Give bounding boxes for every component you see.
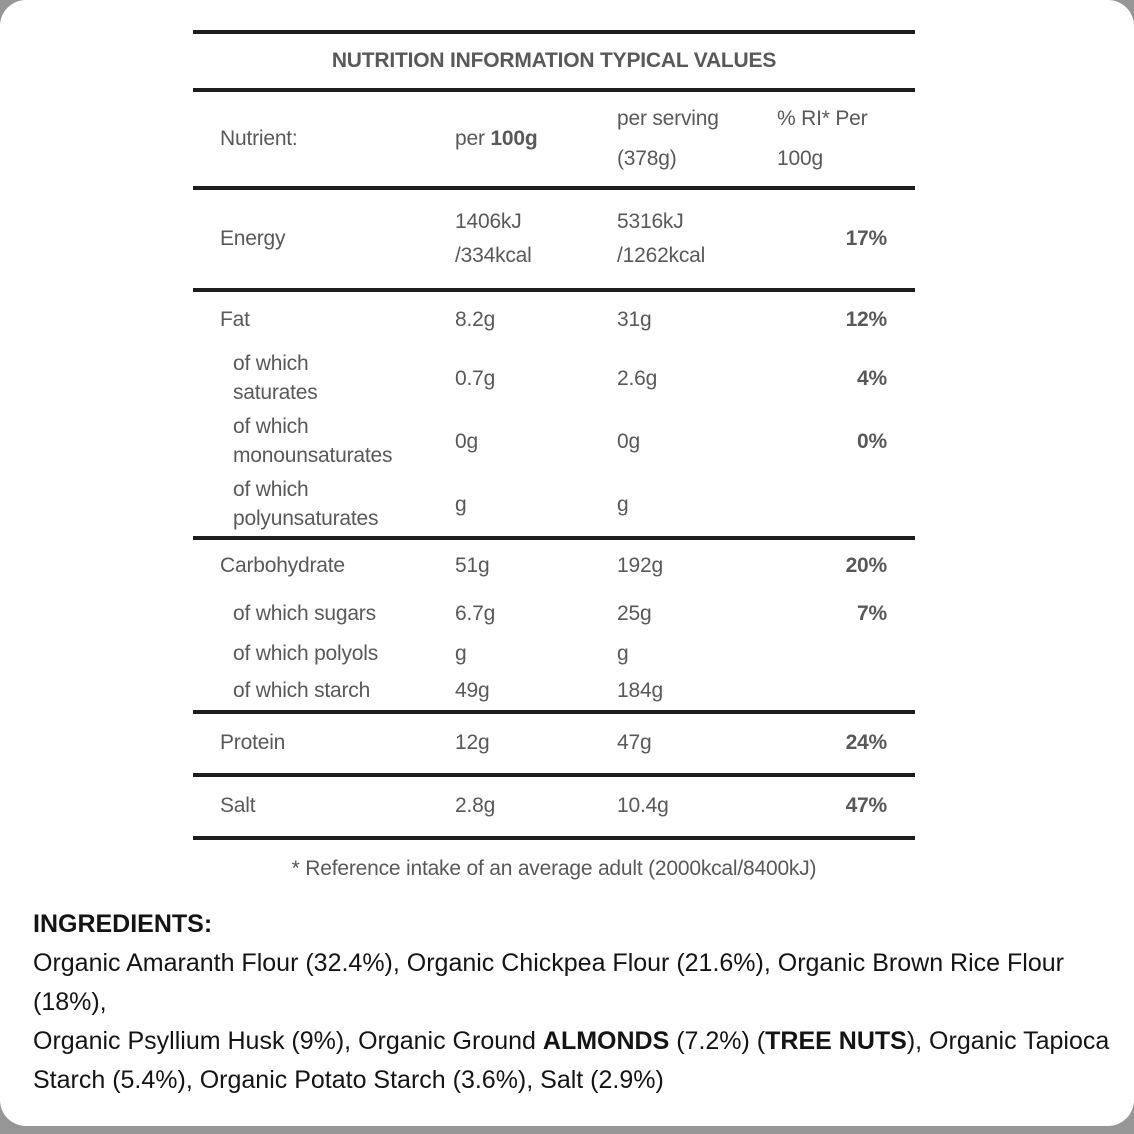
- nutrient-label: of which saturates: [233, 352, 318, 404]
- reference-intake-footnote: * Reference intake of an average adult (…: [291, 856, 817, 880]
- nutrient-label: of which monounsaturates: [233, 415, 393, 467]
- header-per-100g-bold: 100g: [490, 126, 538, 150]
- per-100g-value: 51g: [455, 553, 490, 577]
- header-nutrient: Nutrient:: [220, 126, 298, 150]
- per-100g-value: 0.7g: [455, 366, 496, 390]
- per-serving-value: 192g: [617, 553, 663, 577]
- per-100g-value: g: [455, 492, 467, 516]
- header-per-serving: per serving (378g): [617, 107, 719, 170]
- ri-percent-value: 20%: [845, 553, 888, 577]
- per-serving-value: 10.4g: [617, 794, 669, 818]
- nutrient-label: Protein: [220, 731, 286, 755]
- table-row-polyunsaturates: of which polyunsaturates g g: [193, 474, 915, 536]
- table-row-fat: Fat 8.2g 31g 12%: [193, 292, 915, 348]
- ri-percent-value: 47%: [845, 794, 888, 818]
- divider: [193, 836, 915, 840]
- nutrient-label: Salt: [220, 794, 256, 818]
- per-100g-value: 12g: [455, 731, 490, 755]
- ri-percent-value: 24%: [845, 731, 888, 755]
- allergen-almonds: ALMONDS: [542, 1027, 670, 1055]
- per-100g-value: 0g: [455, 429, 478, 453]
- divider: [193, 288, 915, 292]
- per-serving-value: 5316kJ /1262kcal: [617, 210, 706, 267]
- divider: [193, 773, 915, 777]
- per-serving-value: 25g: [617, 601, 652, 625]
- table-title: NUTRITION INFORMATION TYPICAL VALUES: [331, 48, 777, 72]
- nutrient-label: Carbohydrate: [220, 553, 345, 577]
- nutrient-label: of which starch: [233, 678, 371, 702]
- per-100g-value: 6.7g: [455, 601, 496, 625]
- table-row-monounsaturates: of which monounsaturates 0g 0g 0%: [193, 410, 915, 474]
- ri-percent-value: 12%: [845, 307, 888, 331]
- nutrient-label: of which sugars: [233, 601, 376, 625]
- table-row-sugars: of which sugars 6.7g 25g 7%: [193, 592, 915, 636]
- ingredients-section: INGREDIENTS: Organic Amaranth Flour (32.…: [33, 905, 1118, 1100]
- nutrient-label: of which polyunsaturates: [233, 478, 379, 530]
- per-100g-value: 1406kJ /334kcal: [455, 210, 532, 267]
- per-100g-value: 49g: [455, 678, 490, 702]
- per-serving-value: 2.6g: [617, 366, 658, 390]
- table-header-row: Nutrient: per 100g per serving (378g) % …: [193, 92, 915, 186]
- per-serving-value: g: [617, 641, 629, 665]
- table-row-saturates: of which saturates 0.7g 2.6g 4%: [193, 348, 915, 410]
- header-per-100g: per 100g: [455, 126, 617, 152]
- ingredients-part3: ), Organic Tapioca Starch (5.4%), Organi…: [33, 1027, 1110, 1094]
- per-serving-value: g: [617, 492, 629, 516]
- nutrient-label: Fat: [220, 307, 250, 331]
- per-100g-value: 8.2g: [455, 307, 496, 331]
- allergen-tree-nuts: TREE NUTS: [765, 1027, 907, 1055]
- divider: [193, 536, 915, 540]
- per-100g-value: g: [455, 641, 467, 665]
- per-serving-value: 0g: [617, 429, 640, 453]
- divider: [193, 30, 915, 34]
- table-row-polyols: of which polyols g g: [193, 636, 915, 672]
- nutrition-table: NUTRITION INFORMATION TYPICAL VALUES Nut…: [193, 30, 915, 898]
- table-row-salt: Salt 2.8g 10.4g 47%: [193, 777, 915, 836]
- per-serving-value: 47g: [617, 731, 652, 755]
- per-serving-value: 31g: [617, 307, 652, 331]
- ri-percent-value: 17%: [845, 226, 888, 250]
- ingredients-part1: Organic Amaranth Flour (32.4%), Organic …: [33, 949, 1064, 1055]
- divider: [193, 88, 915, 92]
- nutrient-label: Energy: [220, 226, 286, 250]
- nutrient-label: of which polyols: [233, 641, 379, 665]
- ingredients-part2: (7.2%) (: [669, 1027, 766, 1055]
- ingredients-text: Organic Amaranth Flour (32.4%), Organic …: [33, 944, 1118, 1100]
- ingredients-heading: INGREDIENTS:: [33, 910, 213, 938]
- divider: [193, 186, 915, 190]
- table-row-carbohydrate: Carbohydrate 51g 192g 20%: [193, 540, 915, 592]
- ri-percent-value: 7%: [857, 601, 887, 625]
- table-row-protein: Protein 12g 47g 24%: [193, 714, 915, 773]
- table-row-starch: of which starch 49g 184g: [193, 672, 915, 710]
- ri-percent-value: 0%: [857, 429, 887, 453]
- per-100g-value: 2.8g: [455, 794, 496, 818]
- header-ri: % RI* Per 100g: [777, 107, 868, 170]
- ri-percent-value: 4%: [857, 366, 887, 390]
- table-row-energy: Energy 1406kJ /334kcal 5316kJ /1262kcal …: [193, 190, 915, 288]
- per-serving-value: 184g: [617, 678, 663, 702]
- divider: [193, 710, 915, 714]
- header-per-100g-prefix: per: [455, 126, 491, 150]
